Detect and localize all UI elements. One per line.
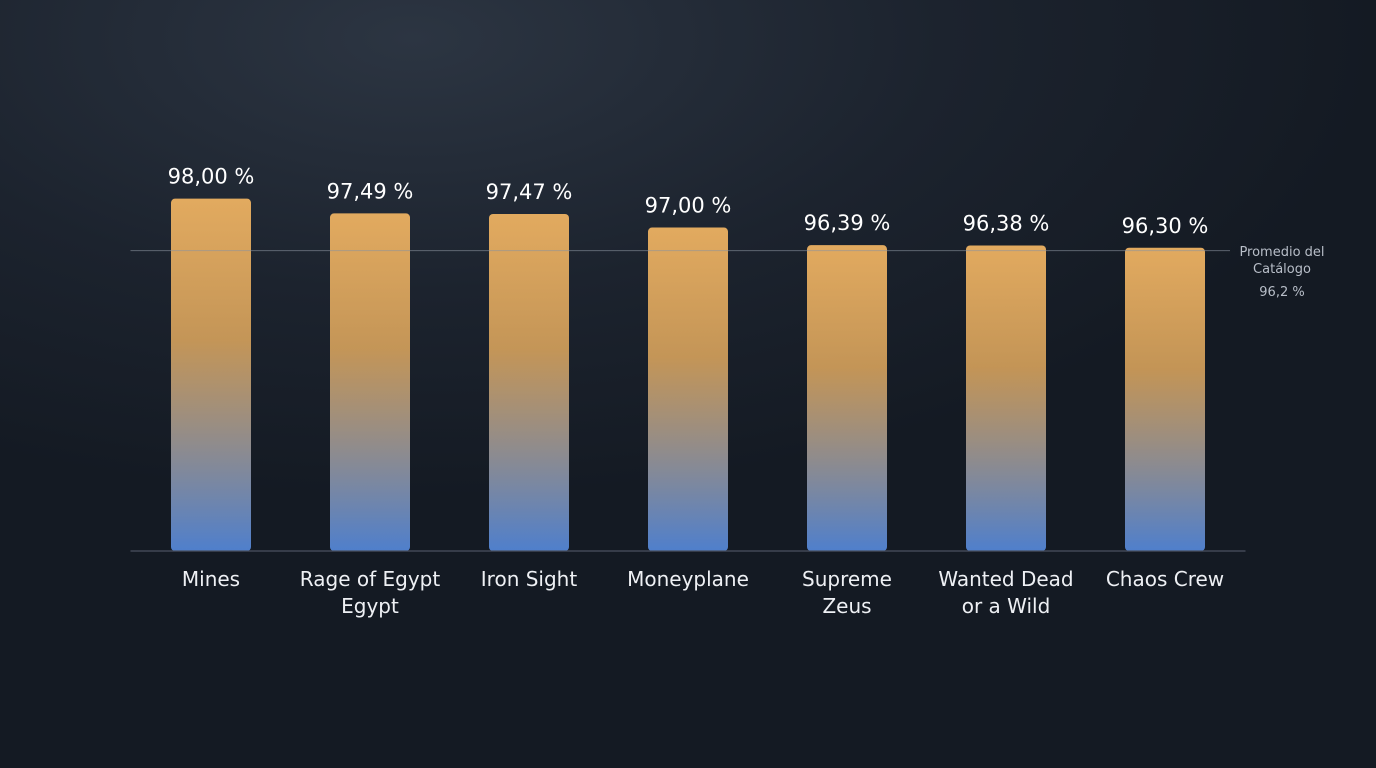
value-label: 98,00 % <box>168 165 255 189</box>
category-label: Mines <box>181 567 241 591</box>
value-label: 96,38 % <box>963 211 1050 235</box>
category-label: Wanted Dead or a Wild <box>938 567 1074 618</box>
bar <box>966 245 1046 552</box>
value-label: 97,00 % <box>645 194 732 218</box>
reference-value-label: 96,2 % <box>1259 285 1305 300</box>
category-label: Supreme Zeus <box>802 567 892 618</box>
value-label: 96,39 % <box>804 211 891 235</box>
bar <box>1125 247 1205 551</box>
bar <box>489 213 569 551</box>
bar <box>648 227 728 551</box>
value-label: 97,47 % <box>486 180 573 204</box>
bar <box>171 198 251 551</box>
reference-label: Promedio del Catálogo <box>1239 245 1325 277</box>
bar <box>330 213 410 551</box>
category-label: Rage of Egypt Egypt <box>299 567 441 618</box>
bar <box>807 245 887 551</box>
value-label: 97,49 % <box>327 179 414 203</box>
category-label: Chaos Crew <box>1105 567 1225 591</box>
category-label: Iron Sight <box>480 567 578 591</box>
value-label: 96,30 % <box>1122 214 1209 238</box>
category-label: Moneyplane <box>627 567 749 591</box>
